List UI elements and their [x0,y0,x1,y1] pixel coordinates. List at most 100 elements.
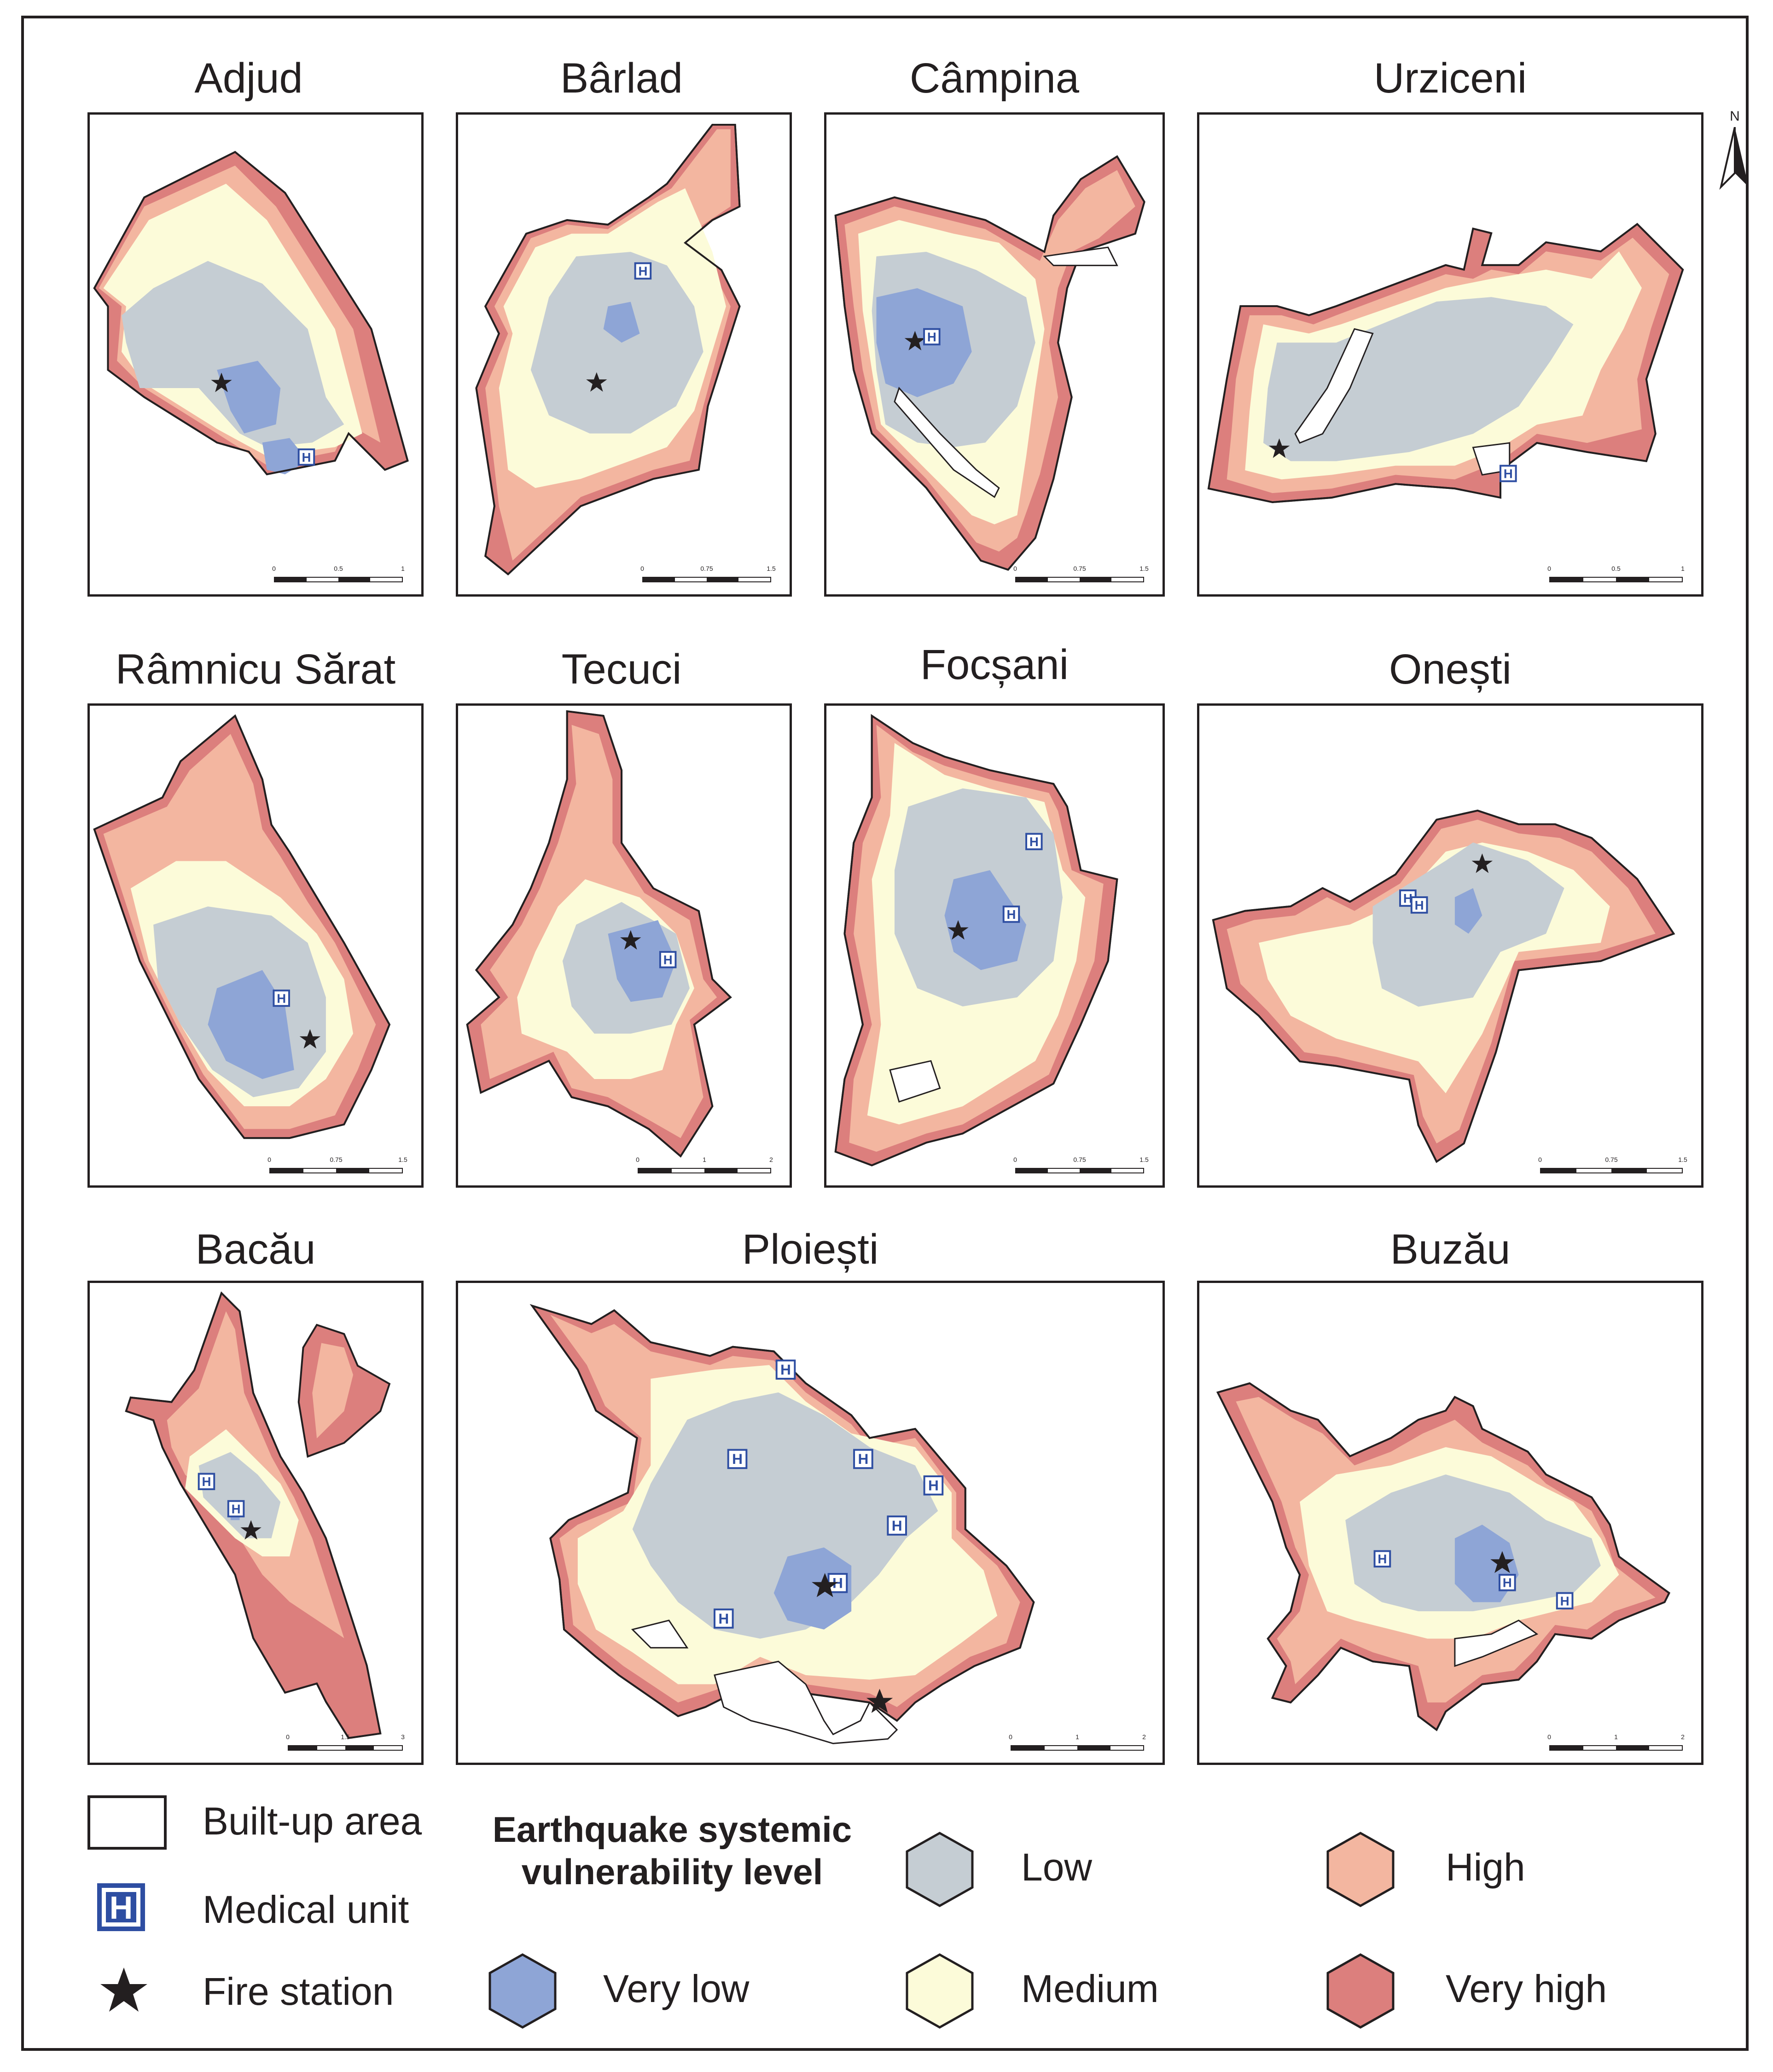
svg-text:H: H [718,1610,729,1627]
map-panel-urziceni: H 0 0.5 1 [1197,112,1703,597]
map-title-barlad: Bârlad [560,55,683,102]
medical-unit-icon: H [714,1608,734,1629]
medical-unit-icon: H [1002,905,1020,923]
svg-text:H: H [1403,891,1413,905]
north-arrow: N [1716,109,1753,192]
fire-station-symbol-icon [100,1968,147,2012]
medical-unit-icon: H [1025,833,1043,850]
map-tecuci: H [466,710,732,1158]
map-buzau: H H H [1216,1382,1670,1731]
map-adjud: H [93,151,409,476]
map-title-adjud: Adjud [194,55,303,102]
high-swatch [1326,1832,1395,1907]
legend-fire-station: Fire station [203,1970,394,2013]
medical-unit-icon: H [727,1449,748,1469]
svg-text:H: H [1504,466,1513,481]
map-onesti: H H [1212,809,1675,1163]
figure-frame [21,16,1749,2051]
scale-bar-urziceni: 0 0.5 1 [1547,565,1685,585]
svg-text:H: H [732,1451,743,1467]
medical-unit-icon: H [887,1515,907,1536]
fire-station-icon [904,331,926,351]
svg-text:H: H [277,991,286,1005]
medical-unit-icon: H [273,989,290,1007]
svg-text:H: H [1415,898,1424,912]
svg-text:H: H [232,1502,241,1516]
map-title-bacau: Bacău [195,1226,316,1273]
svg-text:H: H [927,330,936,344]
map-focsani: H H [834,714,1118,1167]
medical-unit-icon: H [923,1475,944,1496]
medical-unit-icon: H [1499,464,1517,482]
svg-text:H: H [638,264,647,278]
fire-station-icon [1268,438,1290,458]
legend-medium: Medium [1021,1967,1159,2010]
low-swatch [906,1832,974,1907]
medical-unit-icon: H [634,262,652,280]
medical-unit-icon: H [827,1573,848,1593]
north-arrow-icon [1719,127,1749,190]
fire-station-icon [811,1573,838,1597]
legend-built-up-area: Built-up area [203,1799,422,1843]
legend-low: Low [1021,1846,1093,1889]
scale-bar-onesti: 0 0.75 1.5 [1538,1156,1687,1176]
map-panel-barlad: H 0 0.75 1.5 [456,112,792,597]
map-title-focsani: Focșani [920,641,1069,688]
map-campina: H [834,155,1145,571]
legend-very-low: Very low [603,1967,750,2010]
medical-unit-icon: H [923,328,941,346]
svg-text:H: H [1029,835,1039,849]
medical-unit-icon: H [1556,1592,1574,1610]
svg-text:H: H [832,1575,843,1591]
very-high-swatch [1326,1953,1395,2029]
medical-unit-icon: H [198,1473,215,1490]
legend-heading-line2: vulnerability level [521,1851,823,1892]
fire-station-icon [620,930,641,950]
medical-unit-icon: H [1373,1550,1391,1568]
map-bacau: H H [125,1291,391,1739]
fire-station-icon [240,1520,262,1540]
map-title-campina: Câmpina [909,55,1080,102]
svg-text:H: H [892,1517,902,1534]
fire-station-icon [1490,1551,1514,1573]
medium-swatch [906,1953,974,2029]
svg-text:H: H [1007,907,1016,922]
fire-station-icon [586,372,607,392]
scale-bar-bacau: 0 1.5 3 [286,1733,405,1753]
legend-high: High [1446,1846,1525,1889]
svg-text:H: H [302,450,311,464]
scale-bar-focsani: 0 0.75 1.5 [1013,1156,1149,1176]
map-title-ploiesti: Ploiești [742,1226,879,1273]
map-title-tecuci: Tecuci [561,646,682,693]
map-panel-adjud: H 0 0.5 1 [87,112,424,597]
map-panel-onesti: H H 0 0.75 1.5 [1197,703,1703,1188]
fire-station-icon [1471,853,1493,873]
medical-unit-icon: H [853,1449,873,1469]
fire-station-icon [948,920,969,940]
svg-text:H: H [1503,1576,1512,1590]
medical-unit-icon: H [297,448,315,466]
map-urziceni: H [1207,223,1684,503]
scale-bar-adjud: 0 0.5 1 [272,565,405,585]
fire-station-icon [211,372,232,392]
svg-text:H: H [663,952,673,967]
medical-unit-icon: H [227,1500,245,1518]
map-panel-ramnicu-sarat: H 0 0.75 1.5 [87,703,424,1188]
legend-heading-line1: Earthquake systemic [492,1809,852,1850]
svg-text:H: H [780,1361,791,1378]
fire-station-icon [299,1029,321,1049]
svg-text:H: H [858,1451,868,1467]
svg-text:H: H [110,1890,133,1926]
legend-heading: Earthquake systemic vulnerability level [479,1808,866,1893]
built-up-area-symbol [87,1795,167,1850]
map-title-buzau: Buzău [1390,1226,1511,1273]
medical-unit-icon: H [775,1359,796,1380]
svg-text:H: H [1378,1552,1387,1566]
map-title-ramnicu-sarat: Râmnicu Sărat [115,646,396,693]
medical-unit-icon: H [1410,896,1428,914]
legend-medical-unit: Medical unit [203,1888,409,1931]
